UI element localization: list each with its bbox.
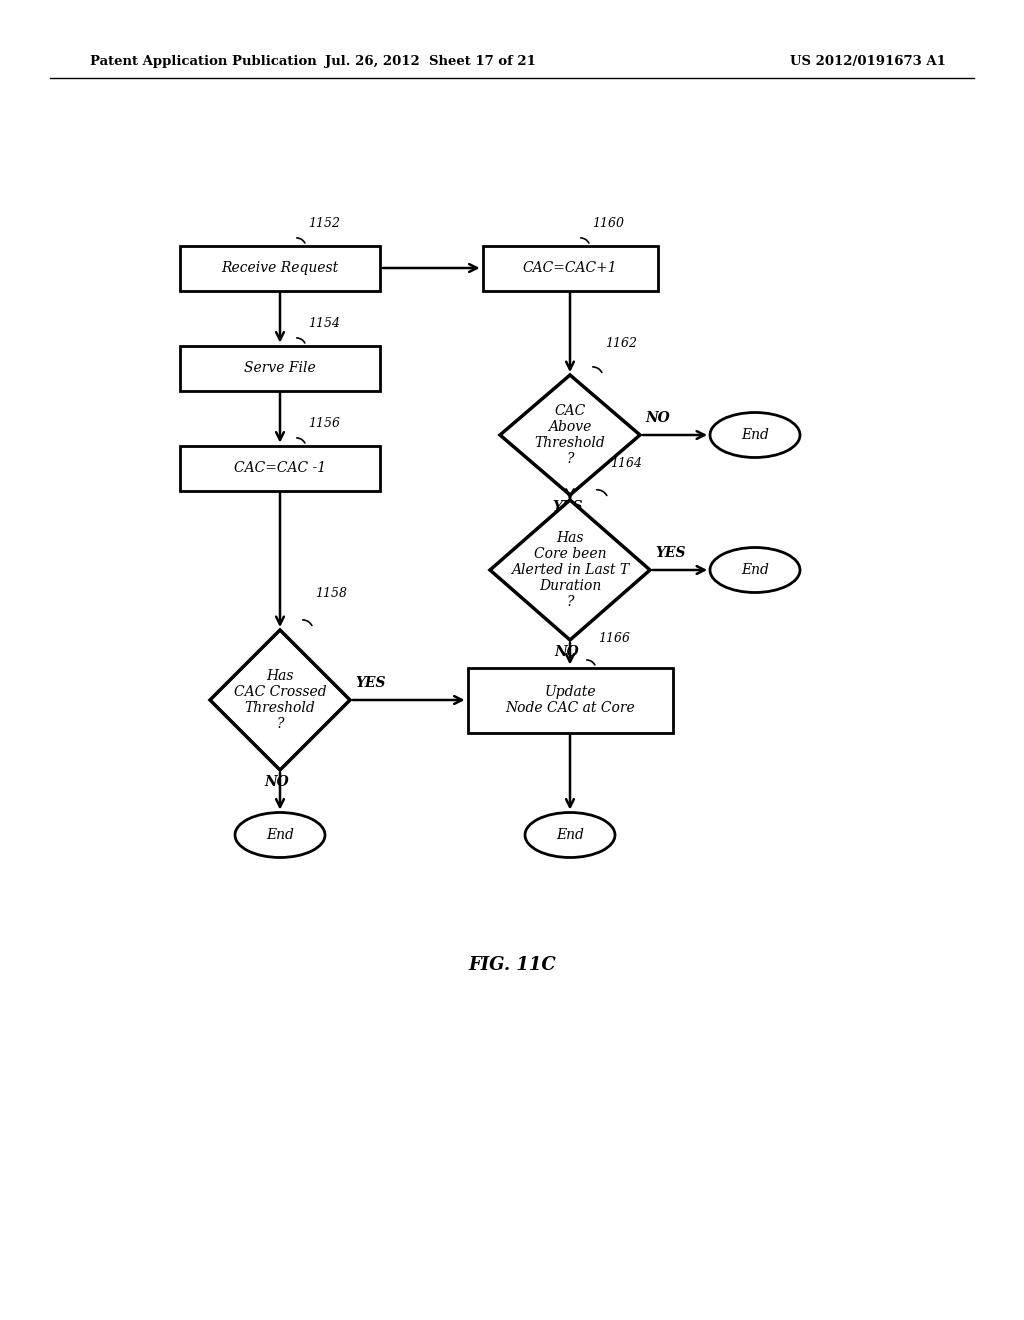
Ellipse shape bbox=[710, 412, 800, 458]
Text: NO: NO bbox=[264, 775, 289, 789]
Text: FIG. 11C: FIG. 11C bbox=[468, 956, 556, 974]
Text: End: End bbox=[556, 828, 584, 842]
Text: 1162: 1162 bbox=[605, 337, 637, 350]
Polygon shape bbox=[500, 375, 640, 495]
Text: End: End bbox=[741, 428, 769, 442]
Text: Has
CAC Crossed
Threshold
?: Has CAC Crossed Threshold ? bbox=[233, 669, 327, 731]
FancyBboxPatch shape bbox=[180, 246, 380, 290]
Text: Has
Core been
Alerted in Last T
Duration
?: Has Core been Alerted in Last T Duration… bbox=[511, 531, 629, 610]
FancyBboxPatch shape bbox=[180, 446, 380, 491]
Text: CAC=CAC+1: CAC=CAC+1 bbox=[522, 261, 617, 275]
Text: YES: YES bbox=[655, 546, 685, 560]
FancyBboxPatch shape bbox=[180, 346, 380, 391]
Text: NO: NO bbox=[645, 411, 670, 425]
Text: End: End bbox=[266, 828, 294, 842]
Text: Update
Node CAC at Core: Update Node CAC at Core bbox=[505, 685, 635, 715]
Text: 1166: 1166 bbox=[598, 632, 630, 645]
Text: YES: YES bbox=[552, 500, 583, 513]
Text: 1152: 1152 bbox=[308, 216, 340, 230]
Text: CAC=CAC -1: CAC=CAC -1 bbox=[233, 461, 326, 475]
Text: CAC
Above
Threshold
?: CAC Above Threshold ? bbox=[535, 404, 605, 466]
Ellipse shape bbox=[234, 813, 325, 858]
Polygon shape bbox=[210, 630, 350, 770]
Text: 1156: 1156 bbox=[308, 417, 340, 430]
Text: US 2012/0191673 A1: US 2012/0191673 A1 bbox=[790, 55, 946, 69]
Text: Serve File: Serve File bbox=[244, 360, 315, 375]
Text: 1154: 1154 bbox=[308, 317, 340, 330]
FancyBboxPatch shape bbox=[468, 668, 673, 733]
Text: YES: YES bbox=[355, 676, 385, 690]
Text: 1164: 1164 bbox=[610, 457, 642, 470]
Ellipse shape bbox=[710, 548, 800, 593]
Text: 1158: 1158 bbox=[315, 587, 347, 601]
Text: Receive Request: Receive Request bbox=[221, 261, 339, 275]
Text: 1160: 1160 bbox=[592, 216, 624, 230]
FancyBboxPatch shape bbox=[482, 246, 657, 290]
Text: End: End bbox=[741, 564, 769, 577]
Ellipse shape bbox=[525, 813, 615, 858]
Polygon shape bbox=[490, 500, 650, 640]
Text: Jul. 26, 2012  Sheet 17 of 21: Jul. 26, 2012 Sheet 17 of 21 bbox=[325, 55, 536, 69]
Text: NO: NO bbox=[554, 645, 579, 659]
Text: Patent Application Publication: Patent Application Publication bbox=[90, 55, 316, 69]
